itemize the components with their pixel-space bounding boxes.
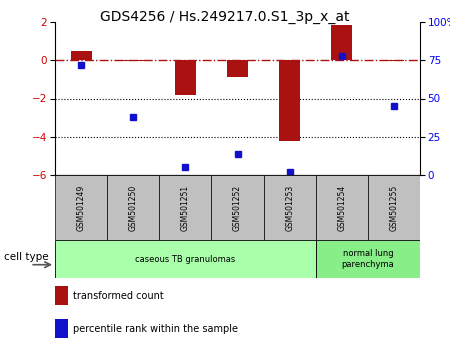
Text: normal lung
parenchyma: normal lung parenchyma [342, 249, 394, 269]
Text: transformed count: transformed count [73, 291, 164, 301]
Text: GSM501250: GSM501250 [129, 184, 138, 230]
Text: cell type: cell type [4, 252, 49, 262]
Text: GSM501253: GSM501253 [285, 184, 294, 230]
FancyBboxPatch shape [212, 175, 264, 240]
Text: GSM501254: GSM501254 [338, 184, 346, 230]
Text: GSM501255: GSM501255 [389, 184, 398, 230]
Bar [316, 240, 420, 278]
FancyBboxPatch shape [264, 175, 316, 240]
FancyBboxPatch shape [55, 175, 107, 240]
Text: GSM501251: GSM501251 [181, 184, 190, 230]
Bar [55, 319, 68, 338]
Bar [123, 60, 144, 61]
Bar [55, 286, 68, 305]
FancyBboxPatch shape [316, 175, 368, 240]
Text: GDS4256 / Hs.249217.0.S1_3p_x_at: GDS4256 / Hs.249217.0.S1_3p_x_at [100, 10, 350, 24]
FancyBboxPatch shape [107, 175, 159, 240]
Bar [331, 25, 352, 60]
Bar [71, 51, 91, 60]
Bar [227, 60, 248, 78]
FancyBboxPatch shape [368, 175, 420, 240]
Text: GSM501249: GSM501249 [76, 184, 86, 230]
Bar [175, 60, 196, 95]
Bar [55, 240, 316, 278]
Text: percentile rank within the sample: percentile rank within the sample [73, 324, 238, 333]
Text: GSM501252: GSM501252 [233, 184, 242, 230]
Bar [383, 60, 405, 61]
Bar [279, 60, 300, 141]
FancyBboxPatch shape [159, 175, 211, 240]
Text: caseous TB granulomas: caseous TB granulomas [135, 255, 235, 263]
